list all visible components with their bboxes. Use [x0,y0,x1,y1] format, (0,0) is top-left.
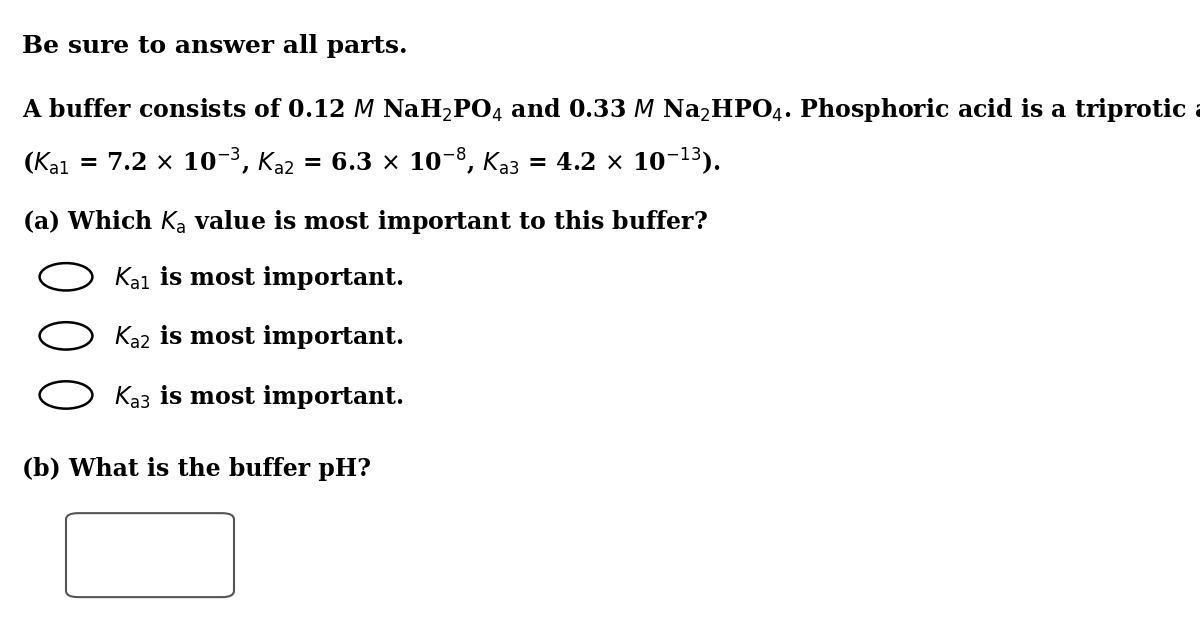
Text: ($K_{\mathrm{a1}}$ = 7.2 $\times$ 10$^{-3}$, $K_{\mathrm{a2}}$ = 6.3 $\times$ 10: ($K_{\mathrm{a1}}$ = 7.2 $\times$ 10$^{-… [22,146,720,177]
Text: (a) Which $K_{\mathrm{a}}$ value is most important to this buffer?: (a) Which $K_{\mathrm{a}}$ value is most… [22,208,708,236]
Text: (b) What is the buffer pH?: (b) What is the buffer pH? [22,457,371,481]
FancyBboxPatch shape [66,513,234,597]
Text: $K_{\mathrm{a1}}$ is most important.: $K_{\mathrm{a1}}$ is most important. [114,264,404,292]
Text: $K_{\mathrm{a2}}$ is most important.: $K_{\mathrm{a2}}$ is most important. [114,323,404,351]
Text: $K_{\mathrm{a3}}$ is most important.: $K_{\mathrm{a3}}$ is most important. [114,383,404,411]
Text: A buffer consists of 0.12 $\mathit{M}$ NaH$_2$PO$_4$ and 0.33 $\mathit{M}$ Na$_2: A buffer consists of 0.12 $\mathit{M}$ N… [22,96,1200,124]
Text: Be sure to answer all parts.: Be sure to answer all parts. [22,34,407,58]
